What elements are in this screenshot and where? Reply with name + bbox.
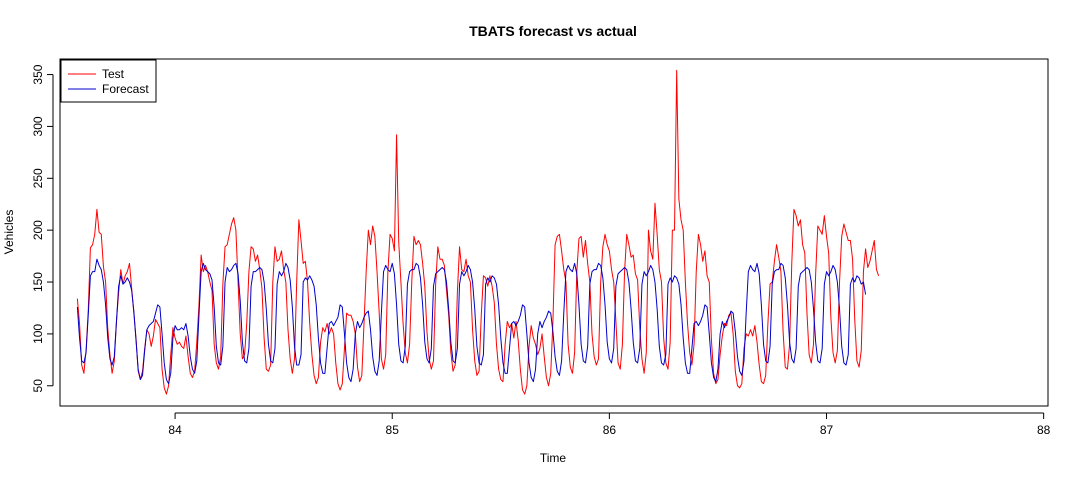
y-tick-label: 200	[31, 220, 45, 240]
plot-frame	[59, 58, 1049, 407]
axes-layer: 84 85 86 87 88 50 100 150 200 250 300 350	[31, 64, 1051, 437]
x-tick-label: 84	[168, 423, 182, 437]
x-tick-label: 88	[1037, 423, 1051, 437]
legend-box	[60, 59, 157, 103]
legend-test-label: Test	[102, 67, 125, 81]
series-line-forecast	[76, 258, 867, 385]
y-tick-label: 350	[31, 64, 45, 84]
x-tick-label: 86	[603, 423, 617, 437]
legend: Test Forecast	[60, 59, 157, 103]
series-layer	[76, 69, 880, 395]
x-tick-label: 87	[820, 423, 834, 437]
x-axis-label: Time	[540, 451, 567, 465]
y-tick-label: 50	[31, 379, 45, 393]
legend-forecast-label: Forecast	[102, 82, 149, 96]
y-axis-label: Vehicles	[2, 210, 16, 255]
y-tick-label: 150	[31, 272, 45, 292]
chart-title: TBATS forecast vs actual	[469, 23, 637, 39]
y-tick-label: 100	[31, 324, 45, 344]
y-tick-label: 300	[31, 116, 45, 136]
x-tick-label: 85	[386, 423, 400, 437]
y-tick-label: 250	[31, 168, 45, 188]
